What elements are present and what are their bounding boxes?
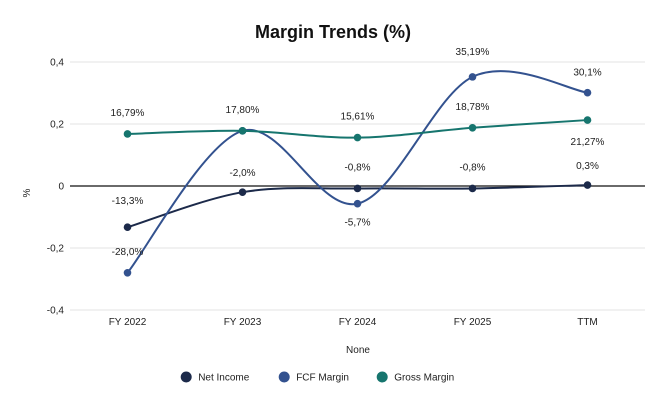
fcf-margin-point (468, 73, 477, 81)
net-income-data-label: -13,3% (112, 196, 144, 207)
fcf-margin-data-label: 30,1% (573, 68, 601, 79)
x-tick-label: FY 2023 (224, 317, 262, 328)
gross-margin-point (583, 116, 592, 124)
gross-margin-data-label: 15,61% (341, 112, 375, 123)
x-axis-label: None (346, 345, 370, 356)
legend-label: FCF Margin (296, 373, 349, 384)
y-axis-label: % (22, 188, 33, 197)
y-tick-label: -0,2 (47, 244, 65, 255)
legend-marker (278, 371, 290, 383)
legend-marker (180, 371, 192, 383)
legend-item-net-income[interactable]: Net Income (180, 371, 250, 384)
x-tick-label: FY 2025 (454, 317, 492, 328)
legend-label: Net Income (198, 373, 250, 384)
legend-item-fcf-margin[interactable]: FCF Margin (278, 371, 349, 384)
x-tick-label: FY 2024 (339, 317, 377, 328)
legend-item-gross-margin[interactable]: Gross Margin (376, 371, 455, 384)
legend-marker (376, 371, 388, 383)
fcf-margin-point (353, 199, 362, 208)
net-income-point (583, 181, 592, 189)
net-income-data-label: -0,8% (459, 162, 485, 173)
y-tick-label: 0,2 (50, 120, 64, 131)
gross-margin-data-label: 17,80% (226, 105, 260, 116)
legend-label: Gross Margin (394, 373, 454, 384)
fcf-margin-data-label: -5,7% (344, 218, 370, 229)
gross-margin-data-label: 21,27% (571, 137, 605, 148)
gross-margin-point (123, 130, 132, 138)
gross-margin-data-label: 18,78% (456, 102, 490, 113)
gross-margin-point (238, 127, 247, 135)
chart-title: Margin Trends (%) (255, 22, 411, 42)
x-tick-label: TTM (577, 317, 598, 328)
y-tick-label: -0,4 (47, 306, 65, 317)
net-income-data-label: -2,0% (229, 168, 255, 179)
net-income-point (123, 223, 132, 232)
net-income-point (468, 184, 477, 193)
fcf-margin-point (123, 269, 132, 277)
fcf-margin-point (583, 88, 592, 97)
net-income-data-label: 0,3% (576, 161, 599, 172)
x-tick-label: FY 2022 (109, 317, 147, 328)
y-tick-label: 0 (58, 182, 64, 193)
net-income-point (353, 184, 362, 193)
fcf-margin-data-label: 35,19% (456, 47, 490, 58)
gross-margin-point (353, 133, 362, 142)
gross-margin-data-label: 16,79% (111, 108, 145, 119)
net-income-point (238, 188, 247, 196)
y-tick-label: 0,4 (50, 58, 64, 69)
fcf-margin-data-label: -28,0% (112, 247, 144, 258)
gross-margin-point (468, 123, 477, 132)
net-income-data-label: -0,8% (344, 162, 370, 173)
